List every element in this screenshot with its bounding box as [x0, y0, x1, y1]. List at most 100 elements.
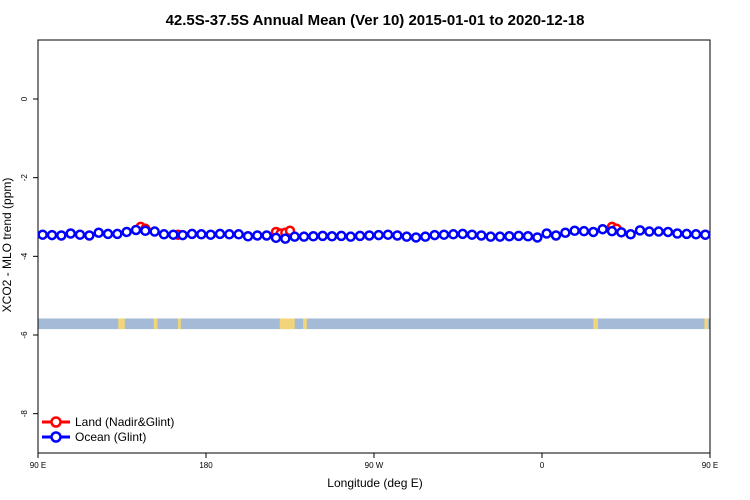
- data-point: [476, 230, 487, 241]
- ocean-mask-band: [38, 318, 710, 330]
- data-point: [597, 223, 608, 235]
- data-point: [112, 228, 123, 240]
- data-point: [541, 228, 552, 239]
- data-point: [578, 225, 590, 237]
- data-point: [681, 228, 692, 240]
- data-point: [93, 227, 104, 238]
- data-point: [392, 230, 403, 241]
- data-point: [74, 229, 86, 240]
- data-point: [448, 229, 459, 240]
- data-point: [513, 230, 524, 242]
- data-point: [354, 230, 366, 242]
- data-point: [280, 233, 291, 244]
- data-point: [84, 230, 95, 241]
- land-ocean-mask: [38, 318, 710, 330]
- data-point: [438, 229, 450, 240]
- data-point: [401, 231, 412, 242]
- land-mask-segment: [303, 318, 307, 330]
- data-point: [672, 228, 683, 239]
- x-tick-label: 0: [540, 461, 545, 470]
- x-tick-label: 180: [199, 461, 213, 470]
- series-layer: [37, 221, 711, 244]
- data-point: [261, 230, 272, 241]
- data-point: [168, 229, 179, 240]
- data-point: [569, 225, 580, 237]
- data-point: [317, 230, 328, 242]
- legend-marker: [50, 416, 62, 428]
- data-point: [46, 229, 58, 241]
- data-point: [242, 231, 254, 242]
- data-point: [214, 228, 226, 240]
- y-axis-label: XCO2 - MLO trend (ppm): [0, 178, 14, 313]
- land-mask-segment: [704, 318, 709, 330]
- data-point: [532, 232, 543, 243]
- y-tick-label: -6: [20, 331, 29, 339]
- x-tick-label: 90 W: [365, 461, 384, 470]
- data-point: [382, 229, 394, 240]
- series-ocean-glint: [37, 223, 711, 244]
- data-point: [177, 229, 188, 241]
- data-point: [690, 229, 702, 240]
- data-point: [65, 228, 76, 239]
- data-point: [102, 228, 114, 240]
- data-point: [345, 231, 356, 242]
- data-point: [130, 224, 142, 236]
- data-point: [364, 230, 375, 241]
- data-point: [616, 227, 627, 238]
- data-point: [429, 229, 440, 241]
- data-point: [37, 229, 48, 240]
- land-mask-segment: [593, 318, 598, 330]
- data-point: [308, 231, 319, 242]
- data-point: [56, 230, 67, 241]
- data-point: [233, 229, 244, 240]
- data-point: [140, 225, 151, 237]
- data-point: [196, 229, 207, 240]
- land-mask-segment: [118, 318, 125, 330]
- plot-frame: [37, 39, 711, 454]
- data-point: [326, 231, 338, 242]
- land-mask-segment: [153, 318, 158, 330]
- data-point: [550, 230, 562, 241]
- data-point: [149, 226, 160, 237]
- data-point: [466, 229, 478, 240]
- data-point: [298, 231, 310, 242]
- data-point: [336, 230, 347, 242]
- y-tick-label: -2: [20, 174, 29, 182]
- axes: 90 E 180 90 W 0 90 E 0 -2 -4 -6 -8: [20, 39, 718, 470]
- data-point: [560, 227, 571, 238]
- data-point: [457, 228, 468, 240]
- x-axis-label: Longitude (deg E): [327, 476, 422, 490]
- data-point: [606, 225, 618, 237]
- land-mask-segment: [279, 318, 295, 330]
- chart-title: 42.5S-37.5S Annual Mean (Ver 10) 2015-01…: [166, 12, 585, 29]
- x-tick-label: 90 E: [702, 461, 718, 470]
- data-point: [634, 225, 646, 236]
- data-point: [644, 226, 655, 237]
- land-mask-segment: [178, 318, 181, 330]
- data-point: [485, 231, 496, 242]
- y-tick-label: -4: [20, 252, 29, 260]
- data-point: [504, 231, 515, 242]
- data-point: [625, 229, 636, 240]
- data-point: [653, 226, 664, 237]
- data-point: [186, 228, 198, 240]
- data-point: [158, 229, 170, 240]
- data-point: [410, 232, 422, 243]
- legend-label: Land (Nadir&Glint): [75, 415, 174, 429]
- data-point: [700, 229, 711, 240]
- data-point: [252, 230, 263, 241]
- data-point: [522, 231, 534, 242]
- y-tick-label: 0: [20, 96, 29, 101]
- data-point: [121, 226, 132, 238]
- data-point: [494, 231, 506, 242]
- y-tick-label: -8: [20, 410, 29, 418]
- data-point: [373, 229, 384, 241]
- legend-marker: [50, 431, 62, 443]
- data-point: [224, 229, 235, 240]
- x-tick-label: 90 E: [30, 461, 46, 470]
- legend: Land (Nadir&Glint)Ocean (Glint): [42, 415, 174, 444]
- data-point: [588, 226, 599, 238]
- data-point: [420, 231, 431, 242]
- data-point: [289, 231, 300, 242]
